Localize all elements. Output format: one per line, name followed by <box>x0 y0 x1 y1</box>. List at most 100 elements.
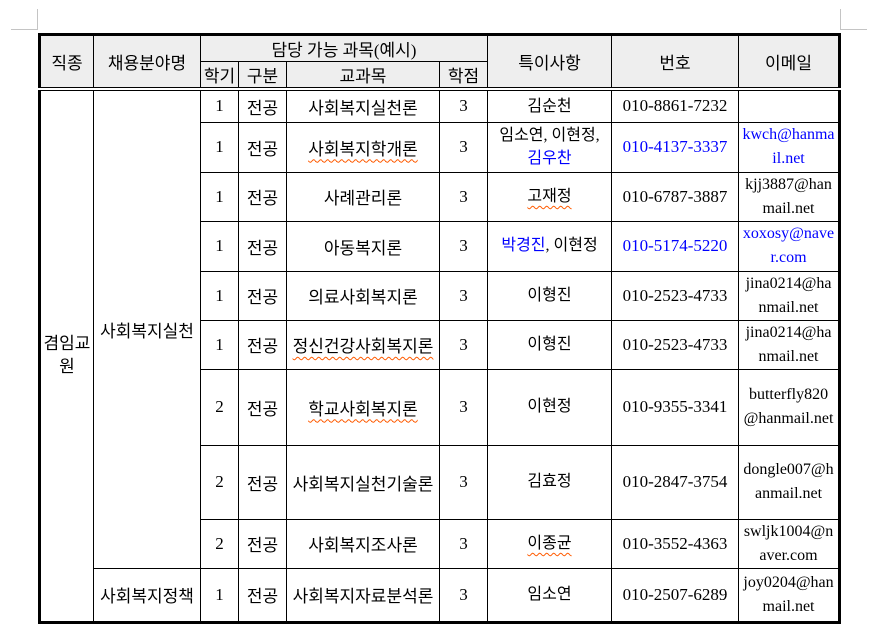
credits-cell[interactable]: 3 <box>438 88 489 123</box>
credits-text: 3 <box>459 584 468 604</box>
subject-cell[interactable]: 정신건강사회복지론 <box>286 319 440 370</box>
category-text: 전공 <box>246 189 279 208</box>
category-cell[interactable]: 전공 <box>238 171 287 222</box>
email-cell[interactable]: joy0204@hanmail.net <box>738 567 841 623</box>
category-cell[interactable]: 전공 <box>238 319 287 370</box>
header-category[interactable]: 구분 <box>238 61 287 91</box>
subject-cell[interactable]: 의료사회복지론 <box>286 270 440 321</box>
person-name: , 이현정 <box>545 237 598 255</box>
header-subject[interactable]: 교과목 <box>286 61 440 91</box>
category-cell[interactable]: 전공 <box>238 444 287 520</box>
semester-cell[interactable]: 2 <box>200 368 239 446</box>
phone-cell[interactable]: 010-2507-6289 <box>611 567 740 623</box>
header-phone[interactable]: 번호 <box>611 34 740 91</box>
notes-cell[interactable]: 김순천 <box>487 88 613 123</box>
semester-cell[interactable]: 1 <box>200 121 239 173</box>
semester-cell[interactable]: 1 <box>200 220 239 272</box>
credits-cell[interactable]: 3 <box>438 220 489 272</box>
table-row: 1 전공 아동복지론 3 박경진, 이현정 010-5174-5220 xoxosy@nav… <box>40 220 841 272</box>
notes-cell[interactable]: 김효정 <box>487 444 613 520</box>
phone-cell[interactable]: 010-9355-3341 <box>611 368 740 446</box>
credits-text: 3 <box>459 96 468 116</box>
email-cell[interactable]: xoxosy@naver.com <box>738 220 841 272</box>
semester-cell[interactable]: 2 <box>200 518 239 569</box>
credits-text: 3 <box>459 137 468 156</box>
subject-cell[interactable]: 사회복지조사론 <box>286 518 440 569</box>
header-email[interactable]: 이메일 <box>738 34 841 91</box>
phone-cell[interactable]: 010-5174-5220 <box>611 220 740 272</box>
semester-cell[interactable]: 1 <box>200 319 239 370</box>
subject-cell[interactable]: 사회복지실천론 <box>286 88 440 123</box>
semester-cell[interactable]: 1 <box>200 567 239 623</box>
header-job-type[interactable]: 직종 <box>39 34 94 91</box>
notes-cell[interactable]: 이형진 <box>487 319 613 370</box>
table-row: 1 전공 사회복지학개론 3 임소연, 이현정, 김우찬 010-4137-3337 kwc… <box>40 121 841 173</box>
email-cell[interactable] <box>738 88 841 123</box>
credits-cell[interactable]: 3 <box>438 518 489 569</box>
phone-cell[interactable]: 010-4137-3337 <box>611 121 740 173</box>
subject-cell[interactable]: 학교사회복지론 <box>286 368 440 446</box>
person-name: 김효정 <box>527 473 572 491</box>
header-semester[interactable]: 학기 <box>200 61 239 91</box>
category-cell[interactable]: 전공 <box>238 220 287 272</box>
email-cell[interactable]: kjj3887@hanmail.net <box>738 171 841 222</box>
header-notes[interactable]: 특이사항 <box>487 34 613 91</box>
header-subjects-group[interactable]: 담당 가능 과목(예시) <box>199 34 489 62</box>
category-cell[interactable]: 전공 <box>238 518 287 569</box>
semester-cell[interactable]: 1 <box>200 270 239 321</box>
phone-cell[interactable]: 010-6787-3887 <box>611 171 740 222</box>
credits-cell[interactable]: 3 <box>438 171 489 222</box>
email-cell[interactable]: swljk1004@naver.com <box>738 518 841 569</box>
notes-cell[interactable]: 이종균 <box>487 518 613 569</box>
credits-cell[interactable]: 3 <box>438 567 489 623</box>
notes-cell[interactable]: 임소연 <box>487 567 613 623</box>
table-row: 2 전공 학교사회복지론 3 이현정 010-9355-3341 butterfly820@… <box>40 368 841 446</box>
category-cell[interactable]: 전공 <box>238 88 287 123</box>
semester-cell[interactable]: 1 <box>200 88 239 123</box>
category-cell[interactable]: 전공 <box>238 368 287 446</box>
field-name-cell[interactable]: 사회복지정책 <box>93 567 201 623</box>
header-field-name[interactable]: 채용분야명 <box>93 34 201 91</box>
credits-text: 3 <box>459 397 468 416</box>
category-text: 전공 <box>246 474 279 494</box>
header-credits[interactable]: 학점 <box>438 61 489 91</box>
credits-cell[interactable]: 3 <box>438 319 489 370</box>
email-cell[interactable]: jina0214@hanmail.net <box>738 270 841 321</box>
table-row: 1 전공 사례관리론 3 고재정 010-6787-3887 kjj3887@hanmail… <box>40 171 841 222</box>
notes-cell[interactable]: 이형진 <box>487 270 613 321</box>
category-cell[interactable]: 전공 <box>238 567 287 623</box>
credits-cell[interactable]: 3 <box>438 121 489 173</box>
email-cell[interactable]: butterfly820@hanmail.net <box>738 368 841 446</box>
email-cell[interactable]: jina0214@hanmail.net <box>738 319 841 370</box>
credits-cell[interactable]: 3 <box>438 270 489 321</box>
phone-cell[interactable]: 010-2847-3754 <box>611 444 740 520</box>
semester-text: 1 <box>215 236 224 255</box>
semester-cell[interactable]: 2 <box>200 444 239 520</box>
subject-cell[interactable]: 사회복지학개론 <box>286 121 440 173</box>
notes-cell[interactable]: 박경진, 이현정 <box>487 220 613 272</box>
semester-text: 1 <box>215 334 224 354</box>
phone-cell[interactable]: 010-2523-4733 <box>611 270 740 321</box>
email-text: swljk1004@naver.com <box>743 522 834 564</box>
email-cell[interactable]: dongle007@hanmail.net <box>738 444 841 520</box>
category-cell[interactable]: 전공 <box>238 270 287 321</box>
job-type-cell[interactable]: 겸임교원 <box>39 88 94 623</box>
header-row-sub: 학기 구분 교과목 학점 <box>40 61 840 91</box>
credits-cell[interactable]: 3 <box>438 444 489 520</box>
subject-cell[interactable]: 사회복지실천기술론 <box>286 444 440 520</box>
phone-cell[interactable]: 010-8861-7232 <box>611 88 740 123</box>
table-body: 겸임교원 사회복지실천 1 전공 사회복지실천론 3 김순천 010-8861-7232 1 전공… <box>39 88 841 623</box>
phone-cell[interactable]: 010-3552-4363 <box>611 518 740 569</box>
category-cell[interactable]: 전공 <box>238 121 287 173</box>
email-cell[interactable]: kwch@hanmail.net <box>738 121 841 173</box>
notes-cell[interactable]: 임소연, 이현정, 김우찬 <box>487 121 613 173</box>
notes-cell[interactable]: 이현정 <box>487 368 613 446</box>
subject-cell[interactable]: 사례관리론 <box>286 171 440 222</box>
subject-cell[interactable]: 아동복지론 <box>286 220 440 272</box>
subject-cell[interactable]: 사회복지자료분석론 <box>286 567 440 623</box>
credits-cell[interactable]: 3 <box>438 368 489 446</box>
notes-cell[interactable]: 고재정 <box>487 171 613 222</box>
phone-cell[interactable]: 010-2523-4733 <box>611 319 740 370</box>
semester-cell[interactable]: 1 <box>200 171 239 222</box>
field-name-cell[interactable]: 사회복지실천 <box>93 88 201 569</box>
